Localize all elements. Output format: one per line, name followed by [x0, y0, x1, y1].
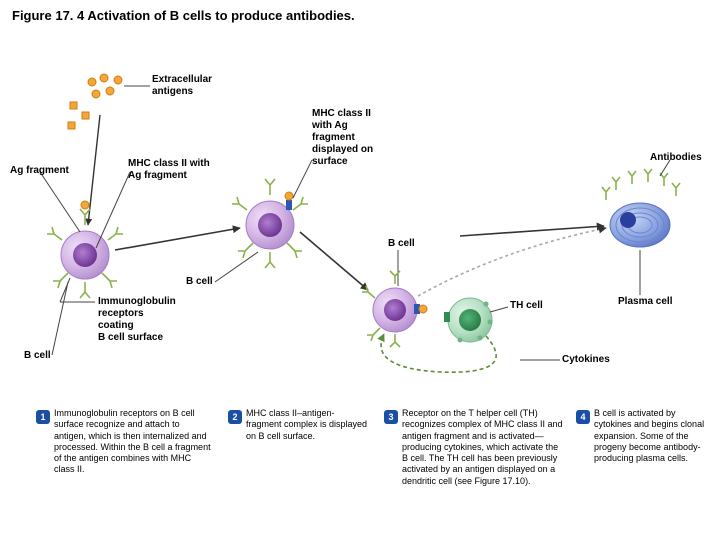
label-mhc-displayed: MHC class II with Ag fragment displayed …	[312, 108, 373, 168]
label-plasma-cell: Plasma cell	[618, 296, 672, 308]
plasma-cell	[610, 203, 670, 247]
label-bcell-mid: B cell	[186, 276, 213, 288]
arrow-to-plasma	[418, 228, 606, 296]
arrow-bcell1-to-bcell2	[115, 228, 240, 250]
label-bcell-top: B cell	[388, 238, 415, 250]
leader-mhc-displayed	[293, 160, 312, 198]
step-text-2: MHC class II–antigen-fragment complex is…	[246, 408, 370, 442]
arrow-bcell2-to-complex	[300, 232, 368, 290]
bcell-1	[47, 201, 123, 298]
antibodies-icons	[602, 169, 680, 200]
step-text-4: B cell is activated by cytokines and beg…	[594, 408, 712, 464]
label-antibodies: Antibodies	[650, 152, 702, 164]
bcell-2	[232, 179, 308, 268]
leader-thcell	[490, 307, 508, 312]
th-cell	[444, 298, 493, 343]
label-cytokines: Cytokines	[562, 354, 610, 366]
bcell-3	[362, 271, 427, 347]
leader-bcell-mid	[215, 252, 258, 282]
step-badge-3: 3	[384, 410, 398, 424]
label-ig-receptors: Immunoglobulin receptors coating B cell …	[98, 296, 176, 344]
label-ag-fragment: Ag fragment	[10, 165, 69, 177]
leader-bcell-left	[52, 282, 68, 355]
step-badge-2: 2	[228, 410, 242, 424]
step-text-3: Receptor on the T helper cell (TH) recog…	[402, 408, 566, 487]
step-badge-1: 1	[36, 410, 50, 424]
step-badge-4: 4	[576, 410, 590, 424]
figure-canvas: Figure 17. 4 Activation of B cells to pr…	[0, 0, 720, 540]
antigen-cluster	[68, 74, 122, 129]
step-text-1: Immunoglobulin receptors on B cell surfa…	[54, 408, 214, 476]
leader-agfragment	[40, 172, 80, 232]
arrow-antigen-to-bcell	[88, 115, 100, 225]
arrow-upper-to-plasma	[460, 226, 604, 236]
label-mhc-with-ag: MHC class II with Ag fragment	[128, 158, 210, 182]
label-bcell-left: B cell	[24, 350, 51, 362]
label-extracellular-antigens: Extracellular antigens	[152, 74, 212, 98]
label-th-cell: TH cell	[510, 300, 543, 312]
